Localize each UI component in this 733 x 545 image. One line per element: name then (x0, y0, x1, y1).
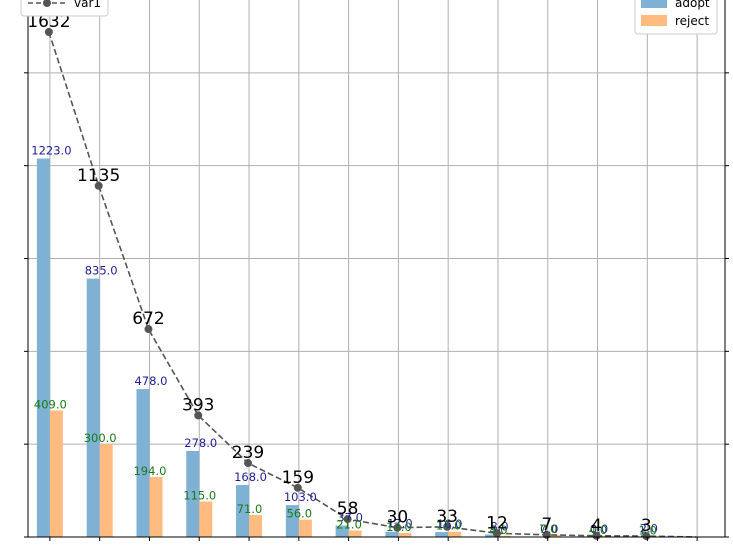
label-reject: 56.0 (287, 507, 313, 521)
bar-reject (149, 476, 163, 537)
label-adopt: 17.0 (387, 517, 413, 531)
label-var1: 393 (182, 395, 214, 415)
label-reject: 300.0 (84, 431, 117, 445)
point-var1 (443, 522, 452, 531)
bar-reject (298, 519, 312, 537)
bar-adopt (236, 485, 250, 537)
point-var1 (642, 532, 651, 541)
label-var1: 1135 (77, 166, 120, 186)
label-reject: 4.0 (489, 523, 507, 537)
bar-adopt (484, 534, 498, 537)
label-var1: 1632 (27, 12, 70, 32)
label-var1: 7 (541, 515, 552, 535)
label-adopt: 103.0 (284, 490, 317, 504)
legend-adopt-swatch (641, 0, 667, 8)
point-var1 (194, 411, 203, 420)
label-reject: 194.0 (133, 464, 166, 478)
bar-adopt (36, 158, 50, 537)
legend-reject-label: reject (675, 14, 709, 28)
legend-left: var1 (20, 0, 109, 17)
legend-var1-label: var1 (74, 0, 101, 10)
bar-adopt (186, 450, 200, 537)
label-reject: 7.0 (539, 522, 557, 536)
label-adopt: 8.0 (490, 520, 508, 534)
label-var1: 239 (232, 443, 264, 463)
bar-reject (249, 515, 263, 537)
label-var1: 4 (591, 516, 602, 536)
point-var1 (244, 459, 253, 468)
label-adopt: 0.0 (540, 522, 558, 536)
bar-group (36, 158, 661, 537)
bar-adopt (285, 505, 299, 537)
label-reject: 17.0 (436, 519, 462, 533)
label-adopt: 2.0 (640, 521, 658, 535)
bar-reject (547, 534, 561, 537)
label-var1: 159 (282, 468, 314, 488)
bar-reject (398, 532, 412, 537)
bar-adopt (385, 531, 399, 537)
bar-reject (597, 535, 611, 537)
label-reject: 4.0 (589, 523, 607, 537)
bar-reject (99, 444, 113, 537)
label-reject: 1.0 (639, 524, 657, 538)
bar-adopt (335, 525, 349, 537)
bar-adopt (86, 278, 100, 537)
line-series (44, 27, 697, 541)
label-var1: 33 (436, 507, 458, 527)
bar-reject (348, 530, 362, 537)
label-reject: 21.0 (336, 518, 362, 532)
point-var1 (144, 325, 153, 334)
point-var1 (393, 523, 402, 532)
bar-reject (199, 501, 213, 537)
legend-reject-swatch (641, 15, 667, 26)
point-var1 (94, 181, 103, 190)
label-var1: 3 (641, 516, 652, 536)
label-var1: 58 (337, 499, 359, 519)
bar-reject (448, 531, 462, 537)
grid-lines (28, 0, 725, 538)
label-adopt: 168.0 (234, 470, 267, 484)
bar-reject (49, 410, 63, 537)
label-adopt: 478.0 (134, 374, 167, 388)
label-adopt: 278.0 (184, 436, 217, 450)
bar-reject (497, 535, 511, 537)
label-adopt: 835.0 (85, 264, 118, 278)
label-var1: 30 (387, 508, 409, 528)
bar-adopt (136, 389, 150, 537)
point-var1 (592, 531, 601, 540)
label-var1: 12 (486, 513, 508, 533)
label-adopt: 37.0 (337, 511, 363, 525)
bar-adopt (435, 532, 449, 537)
data-labels: 1223.0409.01632835.0300.01135478.0194.06… (27, 12, 658, 538)
point-var1 (44, 27, 53, 36)
label-reject: 409.0 (34, 397, 67, 411)
label-reject: 71.0 (237, 502, 263, 516)
point-var1 (293, 483, 302, 492)
label-reject: 13.0 (386, 520, 412, 534)
label-adopt: 16.0 (437, 517, 463, 531)
label-adopt: 0.0 (590, 522, 608, 536)
label-var1: 672 (132, 309, 164, 329)
label-reject: 115.0 (183, 488, 216, 502)
legend-right: adopt reject (634, 0, 718, 35)
point-var1 (492, 529, 501, 538)
point-var1 (343, 515, 352, 524)
axes (24, 0, 729, 541)
legend-adopt-label: adopt (675, 0, 710, 10)
label-adopt: 1223.0 (31, 144, 71, 158)
line-var1 (48, 31, 697, 538)
